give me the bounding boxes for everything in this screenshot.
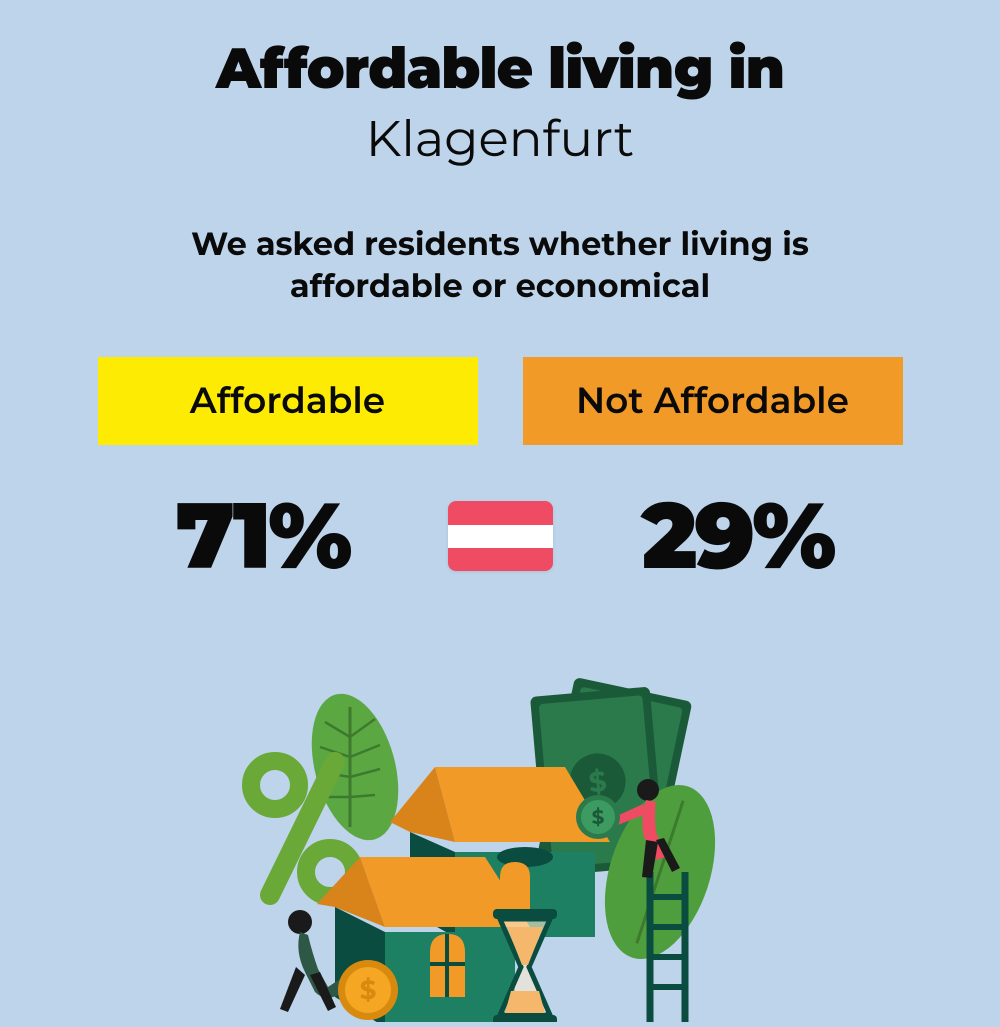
chip-affordable: Affordable [98,357,478,445]
housing-illustration: $ [220,672,780,1022]
percent-not-affordable: 29% [588,480,888,592]
svg-text:$: $ [360,974,377,1006]
percents-row: 71% 29% [0,480,1000,592]
chip-not-affordable: Not Affordable [523,357,903,445]
flag-stripe-middle [448,525,553,548]
svg-text:$: $ [587,765,608,800]
svg-text:$: $ [592,806,605,830]
percent-affordable: 71% [113,480,413,592]
subtitle: We asked residents whether living is aff… [110,224,890,307]
austria-flag-icon [448,501,553,571]
flag-stripe-bottom [448,548,553,571]
title-city: Klagenfurt [366,108,634,169]
title-line1: Affordable living in [216,35,784,103]
flag-stripe-top [448,501,553,524]
coin-icon: $ [576,795,620,839]
coin-icon: $ [338,960,398,1020]
chips-row: Affordable Not Affordable [0,357,1000,445]
